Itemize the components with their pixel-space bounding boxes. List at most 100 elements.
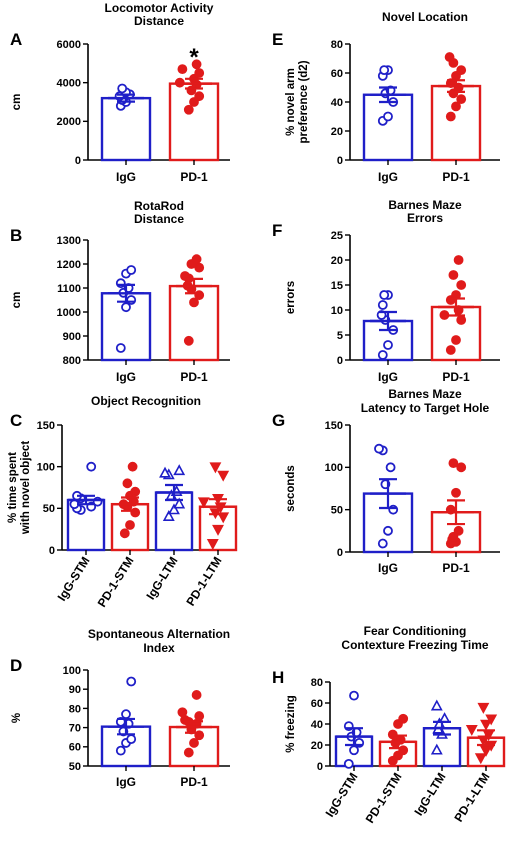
data-point [183, 335, 194, 346]
data-point [115, 343, 126, 353]
data-point [191, 59, 202, 70]
data-point [448, 531, 459, 542]
panel-c: C Object Recognition % time spent with nove… [7, 394, 238, 610]
x-category-label: IgG [378, 561, 398, 575]
y-tick-label: 60 [311, 698, 323, 710]
data-point [194, 711, 205, 721]
chart-title-line: Novel Location [382, 10, 468, 24]
data-point [206, 539, 219, 551]
panel-letter: A [10, 30, 22, 49]
data-point [448, 458, 459, 469]
y-axis-label: cm [11, 94, 23, 111]
y-axis-label: % freezing [285, 695, 297, 753]
y-tick-label: 1100 [57, 283, 81, 295]
data-point [388, 504, 399, 515]
x-category-label: IgG [116, 170, 136, 184]
data-point [456, 65, 467, 75]
data-point [377, 300, 388, 310]
data-point [126, 265, 137, 275]
y-tick-label: 100 [37, 462, 55, 474]
x-category-label: PD-1-STM [363, 770, 405, 825]
y-tick-label: 20 [331, 126, 343, 138]
data-point [480, 745, 492, 757]
y-tick-label: 0 [75, 155, 81, 167]
data-point [445, 345, 456, 355]
y-tick-label: 100 [63, 665, 81, 677]
data-point [191, 254, 202, 265]
data-point [485, 714, 498, 726]
x-category-label: PD-1 [442, 370, 470, 384]
chart-title-line: Index [143, 641, 175, 655]
data-point [465, 724, 478, 736]
chart-title-line: RotaRod [134, 199, 184, 213]
chart-title-line: Latency to Target Hole [361, 401, 490, 415]
data-point [127, 461, 138, 472]
y-tick-label: 800 [63, 355, 81, 367]
data-point [480, 719, 492, 731]
bar [168, 82, 220, 162]
y-axis-label: errors [285, 281, 297, 314]
chart-title-line: Distance [134, 14, 184, 28]
data-point [456, 280, 467, 290]
data-point [212, 524, 224, 536]
y-tick-label: 0 [317, 761, 323, 773]
y-axis-label: with novel object [20, 441, 32, 535]
y-tick-label: 50 [69, 761, 81, 773]
data-point [398, 713, 409, 724]
data-point [430, 743, 443, 755]
y-tick-label: 15 [331, 280, 343, 292]
data-point [448, 270, 459, 280]
data-point [86, 461, 97, 472]
data-point [194, 91, 205, 102]
bar [100, 96, 152, 162]
y-tick-label: 40 [331, 97, 343, 109]
y-tick-label: 80 [69, 703, 81, 715]
y-axis-label: preference (d2) [298, 60, 310, 143]
x-category-label: PD-1-LTM [451, 770, 492, 824]
data-point [168, 503, 180, 515]
y-tick-label: 90 [69, 684, 81, 696]
x-category-label: PD-1-LTM [183, 554, 224, 608]
y-tick-label: 20 [311, 740, 323, 752]
x-category-label: IgG [378, 370, 398, 384]
data-point [126, 734, 137, 745]
panel-letter: B [10, 226, 22, 245]
data-point [189, 738, 199, 748]
y-tick-label: 2000 [57, 116, 81, 128]
data-point [453, 255, 464, 265]
data-point [379, 290, 390, 300]
y-tick-label: 1000 [57, 307, 81, 319]
data-point [385, 462, 396, 473]
data-point [445, 111, 456, 122]
y-tick-label: 5 [337, 330, 343, 342]
data-point [456, 315, 467, 325]
y-tick-label: 0 [337, 355, 343, 367]
x-category-label: IgG-STM [323, 770, 361, 819]
y-tick-label: 150 [325, 420, 343, 432]
data-point [383, 525, 393, 536]
bar [154, 491, 194, 552]
data-point [451, 487, 461, 498]
data-point [377, 350, 388, 360]
y-tick-label: 70 [69, 722, 81, 734]
data-point [117, 83, 128, 94]
panel-letter: G [272, 411, 285, 430]
x-category-label: IgG [116, 775, 136, 789]
x-category-label: PD-1 [442, 170, 470, 184]
y-tick-label: 50 [331, 505, 343, 517]
data-point [197, 497, 210, 509]
data-point [453, 525, 464, 536]
panel-letter: C [10, 411, 22, 430]
x-category-label: IgG [378, 170, 398, 184]
data-point [183, 747, 194, 758]
data-point [115, 278, 126, 289]
data-point [383, 340, 393, 350]
data-point [159, 466, 171, 478]
data-point [343, 759, 354, 769]
data-point [115, 745, 126, 756]
data-point [383, 111, 393, 122]
y-axis-label: % time spent [7, 452, 19, 523]
data-point [119, 528, 130, 539]
